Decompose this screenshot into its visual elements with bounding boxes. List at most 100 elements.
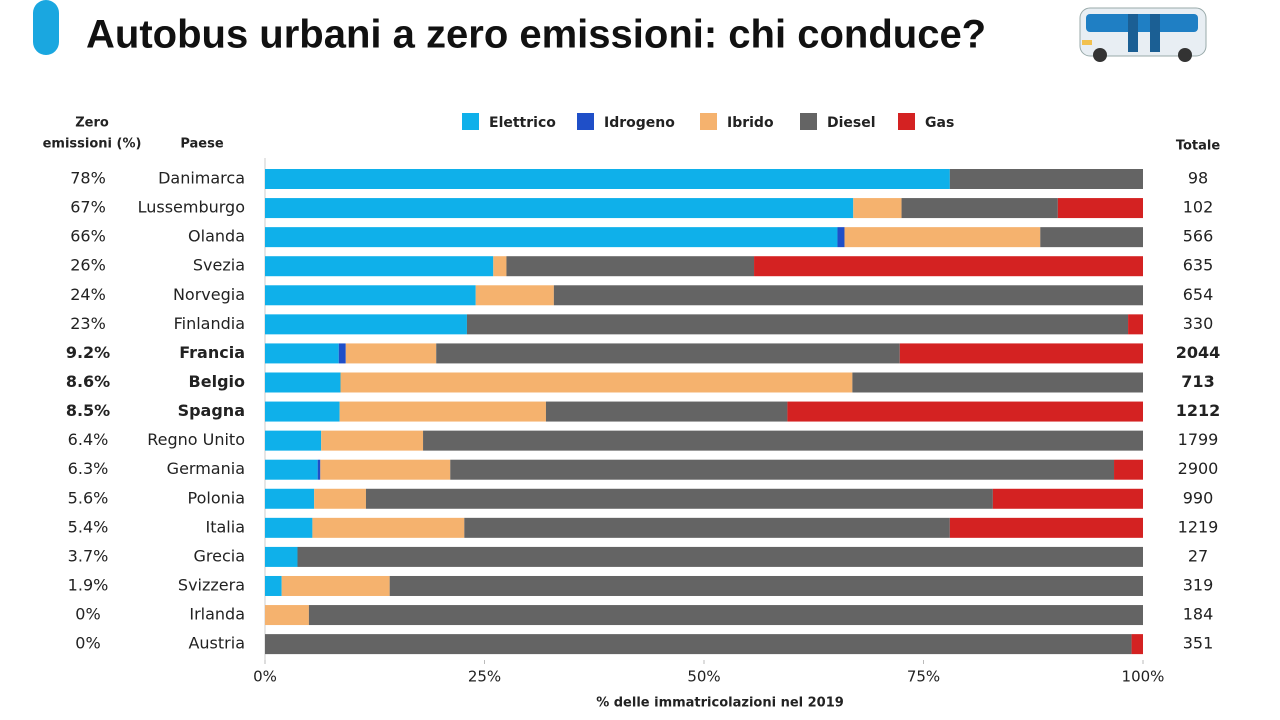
legend-label: Diesel <box>827 115 876 131</box>
bar-segment <box>1114 459 1143 480</box>
zero-emission-label: 3.7% <box>68 546 109 565</box>
bar-segment <box>265 401 340 422</box>
zero-emission-label: 8.6% <box>66 372 110 391</box>
total-label: 1799 <box>1178 430 1219 449</box>
bar-segment <box>787 401 1143 422</box>
bar-segment <box>265 343 339 364</box>
country-label: Svezia <box>193 256 245 275</box>
bar-segment <box>317 459 321 480</box>
bar-segment <box>949 517 1143 538</box>
bar-segment <box>899 343 1143 364</box>
total-label: 27 <box>1188 546 1208 565</box>
zero-emission-label: 6.3% <box>68 459 109 478</box>
country-label: Italia <box>206 517 246 536</box>
legend-label: Idrogeno <box>604 115 675 131</box>
zero-emission-label: 5.6% <box>68 488 109 507</box>
bar-segment <box>436 343 900 364</box>
left-header: Paese <box>180 137 224 152</box>
country-label: Irlanda <box>189 605 245 624</box>
bar-segment <box>265 575 282 596</box>
legend-swatch <box>800 113 817 130</box>
bar-segment <box>553 285 1143 306</box>
total-label: 635 <box>1183 256 1214 275</box>
bar-segment <box>1057 198 1143 219</box>
bar-segment <box>265 285 476 306</box>
total-label: 654 <box>1183 285 1214 304</box>
legend-label: Ibrido <box>727 115 774 131</box>
x-axis-label: % delle immatricolazioni nel 2019 <box>596 696 844 711</box>
bar-segment <box>844 227 1041 248</box>
total-label: 1219 <box>1178 517 1219 536</box>
bar-segment <box>852 372 1143 393</box>
bar-segment <box>308 605 1143 626</box>
bar-segment <box>281 575 390 596</box>
total-label: 990 <box>1183 488 1214 507</box>
zero-emission-label: 1.9% <box>68 575 109 594</box>
legend-swatch <box>700 113 717 130</box>
bar-segment <box>466 314 1129 335</box>
country-label: Polonia <box>188 488 246 507</box>
bar-segment <box>265 488 315 509</box>
bar-segment <box>1128 314 1143 335</box>
zero-emission-label: 0% <box>75 605 100 624</box>
bar-segment <box>265 169 950 189</box>
legend-label: Elettrico <box>489 115 556 131</box>
bar-segment <box>901 198 1058 219</box>
accent-bar <box>33 0 59 55</box>
bar-segment <box>475 285 554 306</box>
zero-emission-label: 6.4% <box>68 430 109 449</box>
country-label: Grecia <box>193 546 245 565</box>
bar-segment <box>265 256 494 277</box>
bar-segment <box>314 488 366 509</box>
bar-segment <box>545 401 788 422</box>
bar-segment <box>339 401 546 422</box>
bar-segment <box>338 343 346 364</box>
total-label: 566 <box>1183 227 1214 246</box>
bar-segment <box>450 459 1115 480</box>
bus-icon <box>1079 7 1207 62</box>
bar-segment <box>340 372 853 393</box>
total-label: 98 <box>1188 169 1208 188</box>
right-header: Totale <box>1176 139 1221 154</box>
bar-segment <box>365 488 993 509</box>
left-header: emissioni (%) <box>43 137 142 152</box>
zero-emission-label: 67% <box>70 198 106 217</box>
x-tick-label: 75% <box>907 668 940 686</box>
zero-emission-label: 5.4% <box>68 517 109 536</box>
x-tick-label: 25% <box>468 668 501 686</box>
bar-segment <box>389 575 1143 596</box>
total-label: 351 <box>1183 634 1214 653</box>
bar-segment <box>321 430 424 451</box>
country-label: Danimarca <box>158 169 245 188</box>
zero-emission-label: 26% <box>70 256 106 275</box>
bar-segment <box>265 605 309 626</box>
total-label: 713 <box>1181 372 1214 391</box>
zero-emission-label: 9.2% <box>66 343 110 362</box>
bar-segment <box>265 517 313 538</box>
bar-segment <box>1040 227 1143 248</box>
bar-segment <box>297 546 1144 567</box>
bar-segment <box>464 517 950 538</box>
bar-segment <box>949 169 1143 189</box>
legend-swatch <box>898 113 915 130</box>
country-label: Belgio <box>189 372 245 391</box>
x-tick-label: 100% <box>1122 668 1165 686</box>
country-label: Svizzera <box>178 575 245 594</box>
zero-emission-label: 23% <box>70 314 106 333</box>
country-label: Germania <box>167 459 245 478</box>
country-label: Austria <box>188 634 245 653</box>
total-label: 2900 <box>1178 459 1219 478</box>
left-header: Zero <box>75 116 109 131</box>
zero-emission-label: 78% <box>70 169 106 188</box>
bar-segment <box>265 634 1132 655</box>
total-label: 319 <box>1183 575 1214 594</box>
bar-segment <box>265 459 318 480</box>
bar-segment <box>837 227 845 248</box>
country-label: Spagna <box>178 401 245 420</box>
bar-segment <box>423 430 1143 451</box>
bar-segment <box>265 198 854 219</box>
bar-segment <box>320 459 451 480</box>
total-label: 2044 <box>1176 343 1221 362</box>
bar-segment <box>1131 634 1143 655</box>
bar-segment <box>265 546 298 567</box>
